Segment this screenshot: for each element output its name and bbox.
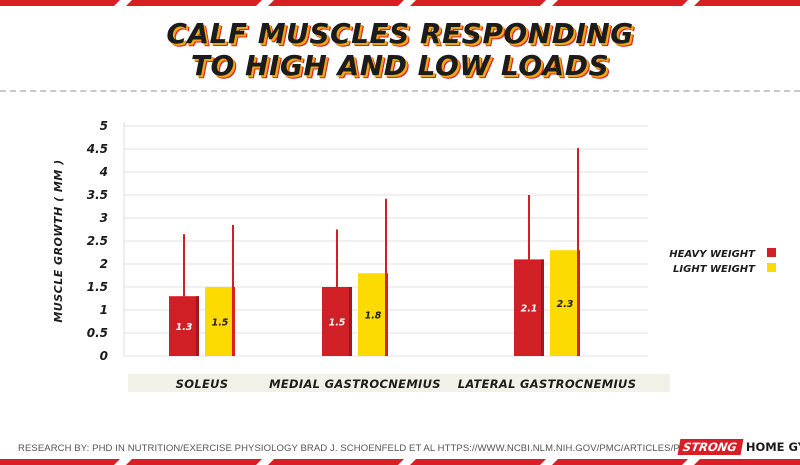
legend-swatch [767,248,776,257]
y-tick-label: 0.5 [87,326,108,340]
chart-title: CALF MUSCLES RESPONDING TO HIGH AND LOW … [0,18,800,82]
bottom-stripe-decoration [0,459,800,465]
bar-edge-shade [541,259,544,356]
y-axis-title: MUSCLE GROWTH ( MM ) [52,159,65,322]
y-tick-label: 5 [100,119,108,133]
bar [169,296,199,356]
category-label: LATERAL GASTROCNEMIUS [458,377,637,391]
brand-logo-strong: STRONG [677,438,744,455]
y-tick-label: 3.5 [87,188,108,202]
y-tick-label: 1 [100,303,108,317]
category-band [128,374,670,392]
bar [205,287,235,356]
legend-label: HEAVY WEIGHT [669,249,756,260]
bar [358,273,388,356]
y-tick-label: 1.5 [87,280,108,294]
y-tick-label: 2 [100,257,108,271]
category-label: MEDIAL GASTROCNEMIUS [269,377,441,391]
chart-title-line-1: CALF MUSCLES RESPONDING [166,17,634,50]
chart-title-line-2: TO HIGH AND LOW LOADS [190,49,610,82]
category-label: SOLEUS [176,377,229,391]
bar-value-label: 2.1 [521,304,538,315]
bar-edge-shade [577,250,580,356]
title-divider [0,90,800,92]
bar-value-label: 1.3 [176,322,193,333]
brand-logo-home-gym: HOME GYM [745,439,800,454]
bar-edge-shade [349,287,352,356]
top-stripe-decoration [0,0,800,6]
bar-value-label: 1.5 [329,318,346,329]
legend-label: LIGHT WEIGHT [673,264,756,275]
bar-value-label: 1.5 [212,318,229,329]
bar-value-label: 1.8 [365,311,382,322]
y-tick-label: 0 [100,349,108,363]
bar-edge-shade [232,287,235,356]
y-tick-label: 3 [100,211,108,225]
legend-swatch [767,263,776,272]
bar-chart: 0 0.5 1 1.5 2 2.5 3 3.5 4 4.5 5 MUSCLE GROWTH ( MM … [52,119,776,392]
y-tick-label: 2.5 [87,234,108,248]
source-footnote: RESEARCH BY: PHD IN NUTRITION/EXERCISE P… [18,443,736,454]
y-tick-label: 4 [99,165,108,179]
brand-logo: STRONG HOME GYM [677,438,800,455]
bar [550,250,580,356]
bar-edge-shade [385,273,388,356]
bar-value-label: 2.3 [557,299,574,310]
bar [322,287,352,356]
bar [514,259,544,356]
y-tick-label: 4.5 [86,142,108,156]
bar-edge-shade [196,296,199,356]
